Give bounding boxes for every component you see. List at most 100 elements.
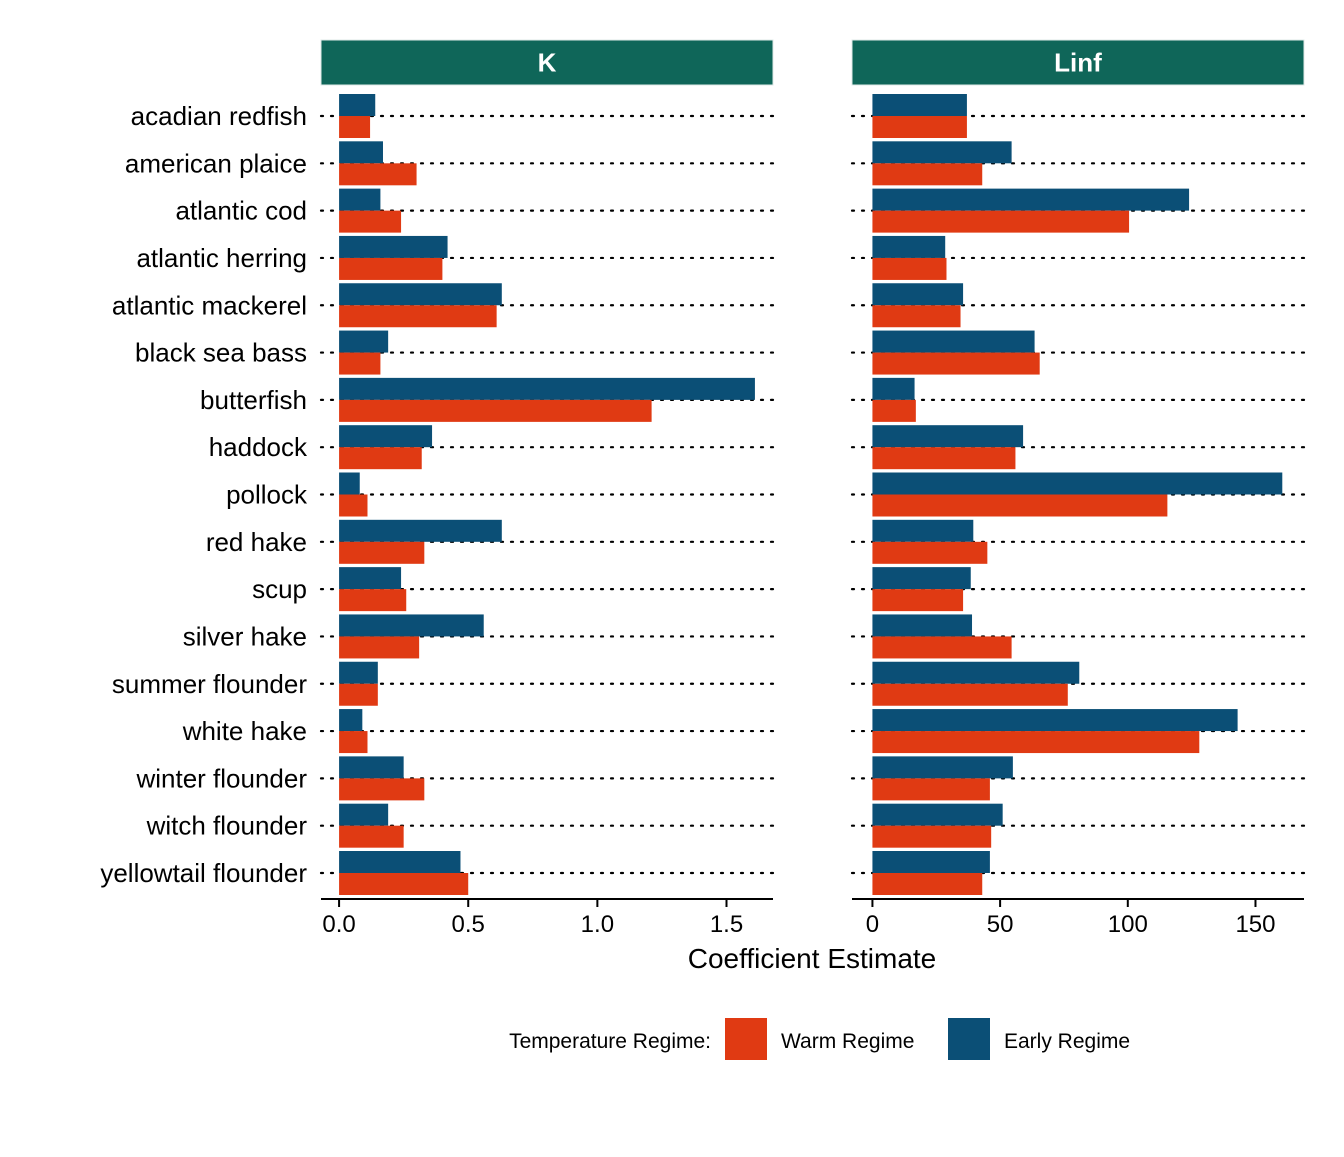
bar-early <box>339 614 484 637</box>
bar-warm <box>872 494 1168 517</box>
y-tick-label: atlantic cod <box>175 196 307 226</box>
bar-warm <box>872 399 916 422</box>
facet-strip-linf <box>851 39 1305 86</box>
facet-title: Linf <box>1054 48 1102 78</box>
bar-warm <box>872 257 947 280</box>
bar-early <box>339 188 381 211</box>
legend-label-early: Early Regime <box>1004 1030 1130 1053</box>
bar-warm <box>872 352 1040 375</box>
bar-early <box>872 709 1238 732</box>
y-tick-label: pollock <box>226 480 308 510</box>
x-tick-label: 1.5 <box>710 911 743 938</box>
bar-early <box>339 851 461 873</box>
bar-warm <box>872 873 983 895</box>
bar-warm <box>872 589 964 612</box>
y-tick-label: summer flounder <box>112 669 307 699</box>
x-tick-label: 100 <box>1108 911 1148 938</box>
y-tick-label: witch flounder <box>146 811 308 841</box>
bar-early <box>339 425 433 448</box>
bar-warm <box>872 305 961 328</box>
bar-warm <box>872 731 1200 754</box>
bar-early <box>872 661 1080 684</box>
bar-early <box>872 472 1283 495</box>
bar-early <box>339 709 363 732</box>
bar-warm <box>872 636 1012 659</box>
y-tick-label: scup <box>252 574 307 604</box>
y-tick-label: atlantic mackerel <box>112 290 307 320</box>
y-tick-label: red hake <box>206 527 307 557</box>
bar-warm <box>339 257 443 280</box>
bar-early <box>339 141 383 164</box>
bar-warm <box>339 447 422 470</box>
bar-early <box>339 803 389 826</box>
bar-warm <box>339 116 371 138</box>
x-tick-label: 0 <box>866 911 879 938</box>
bar-early <box>872 94 967 116</box>
bar-early <box>872 851 990 873</box>
bar-warm <box>339 778 425 801</box>
bar-warm <box>339 589 407 612</box>
bar-early <box>872 519 974 542</box>
bar-warm <box>339 825 404 848</box>
bar-early <box>339 94 376 116</box>
bar-warm <box>339 163 417 186</box>
bar-warm <box>339 352 381 375</box>
y-tick-label: american plaice <box>125 148 307 178</box>
facet-strip-k <box>320 39 774 86</box>
y-tick-label: butterfish <box>200 385 307 415</box>
bar-early <box>339 377 755 400</box>
bar-warm <box>339 210 402 233</box>
legend-label-warm: Warm Regime <box>781 1030 914 1053</box>
bar-early <box>339 330 389 353</box>
bar-warm <box>872 447 1016 470</box>
bar-warm <box>872 163 983 186</box>
y-tick-label: yellowtail flounder <box>100 858 307 888</box>
bar-warm <box>872 541 988 564</box>
bar-early <box>872 188 1190 211</box>
bar-early <box>872 567 971 590</box>
bar-warm <box>339 636 420 659</box>
bar-early <box>339 472 360 495</box>
y-tick-label: acadian redfish <box>131 101 307 131</box>
bar-early <box>872 425 1024 448</box>
bar-early <box>339 519 502 542</box>
bar-early <box>339 567 402 590</box>
y-tick-label: atlantic herring <box>136 243 307 273</box>
bar-early <box>339 661 378 684</box>
legend-swatch-warm <box>725 1018 767 1060</box>
bar-warm <box>339 399 652 422</box>
bar-warm <box>339 683 378 706</box>
bar-early <box>339 235 448 258</box>
bar-early <box>872 614 973 637</box>
x-tick-label: 1.0 <box>581 911 614 938</box>
legend-swatch-early <box>948 1018 990 1060</box>
y-tick-label: winter flounder <box>135 763 307 793</box>
bar-warm <box>339 494 368 517</box>
bar-early <box>872 756 1013 779</box>
x-tick-label: 0.5 <box>452 911 485 938</box>
bar-warm <box>872 210 1130 233</box>
y-tick-label: white hake <box>182 716 307 746</box>
bar-early <box>872 377 915 400</box>
x-tick-label: 50 <box>987 911 1014 938</box>
legend-title: Temperature Regime: <box>509 1030 711 1053</box>
bar-early <box>872 141 1012 164</box>
x-axis-title: Coefficient Estimate <box>688 943 937 974</box>
bar-early <box>872 330 1035 353</box>
bar-warm <box>339 541 425 564</box>
bar-early <box>872 235 946 258</box>
bar-warm <box>872 683 1068 706</box>
y-tick-label: silver hake <box>183 621 307 651</box>
x-tick-label: 0.0 <box>322 911 355 938</box>
x-tick-label: 150 <box>1235 911 1275 938</box>
y-tick-label: haddock <box>209 432 308 462</box>
y-tick-label: black sea bass <box>135 338 307 368</box>
bar-early <box>339 756 404 779</box>
bar-early <box>872 803 1003 826</box>
bar-warm <box>339 305 497 328</box>
bar-warm <box>872 825 992 848</box>
bar-warm <box>872 116 967 138</box>
bar-early <box>339 283 502 306</box>
